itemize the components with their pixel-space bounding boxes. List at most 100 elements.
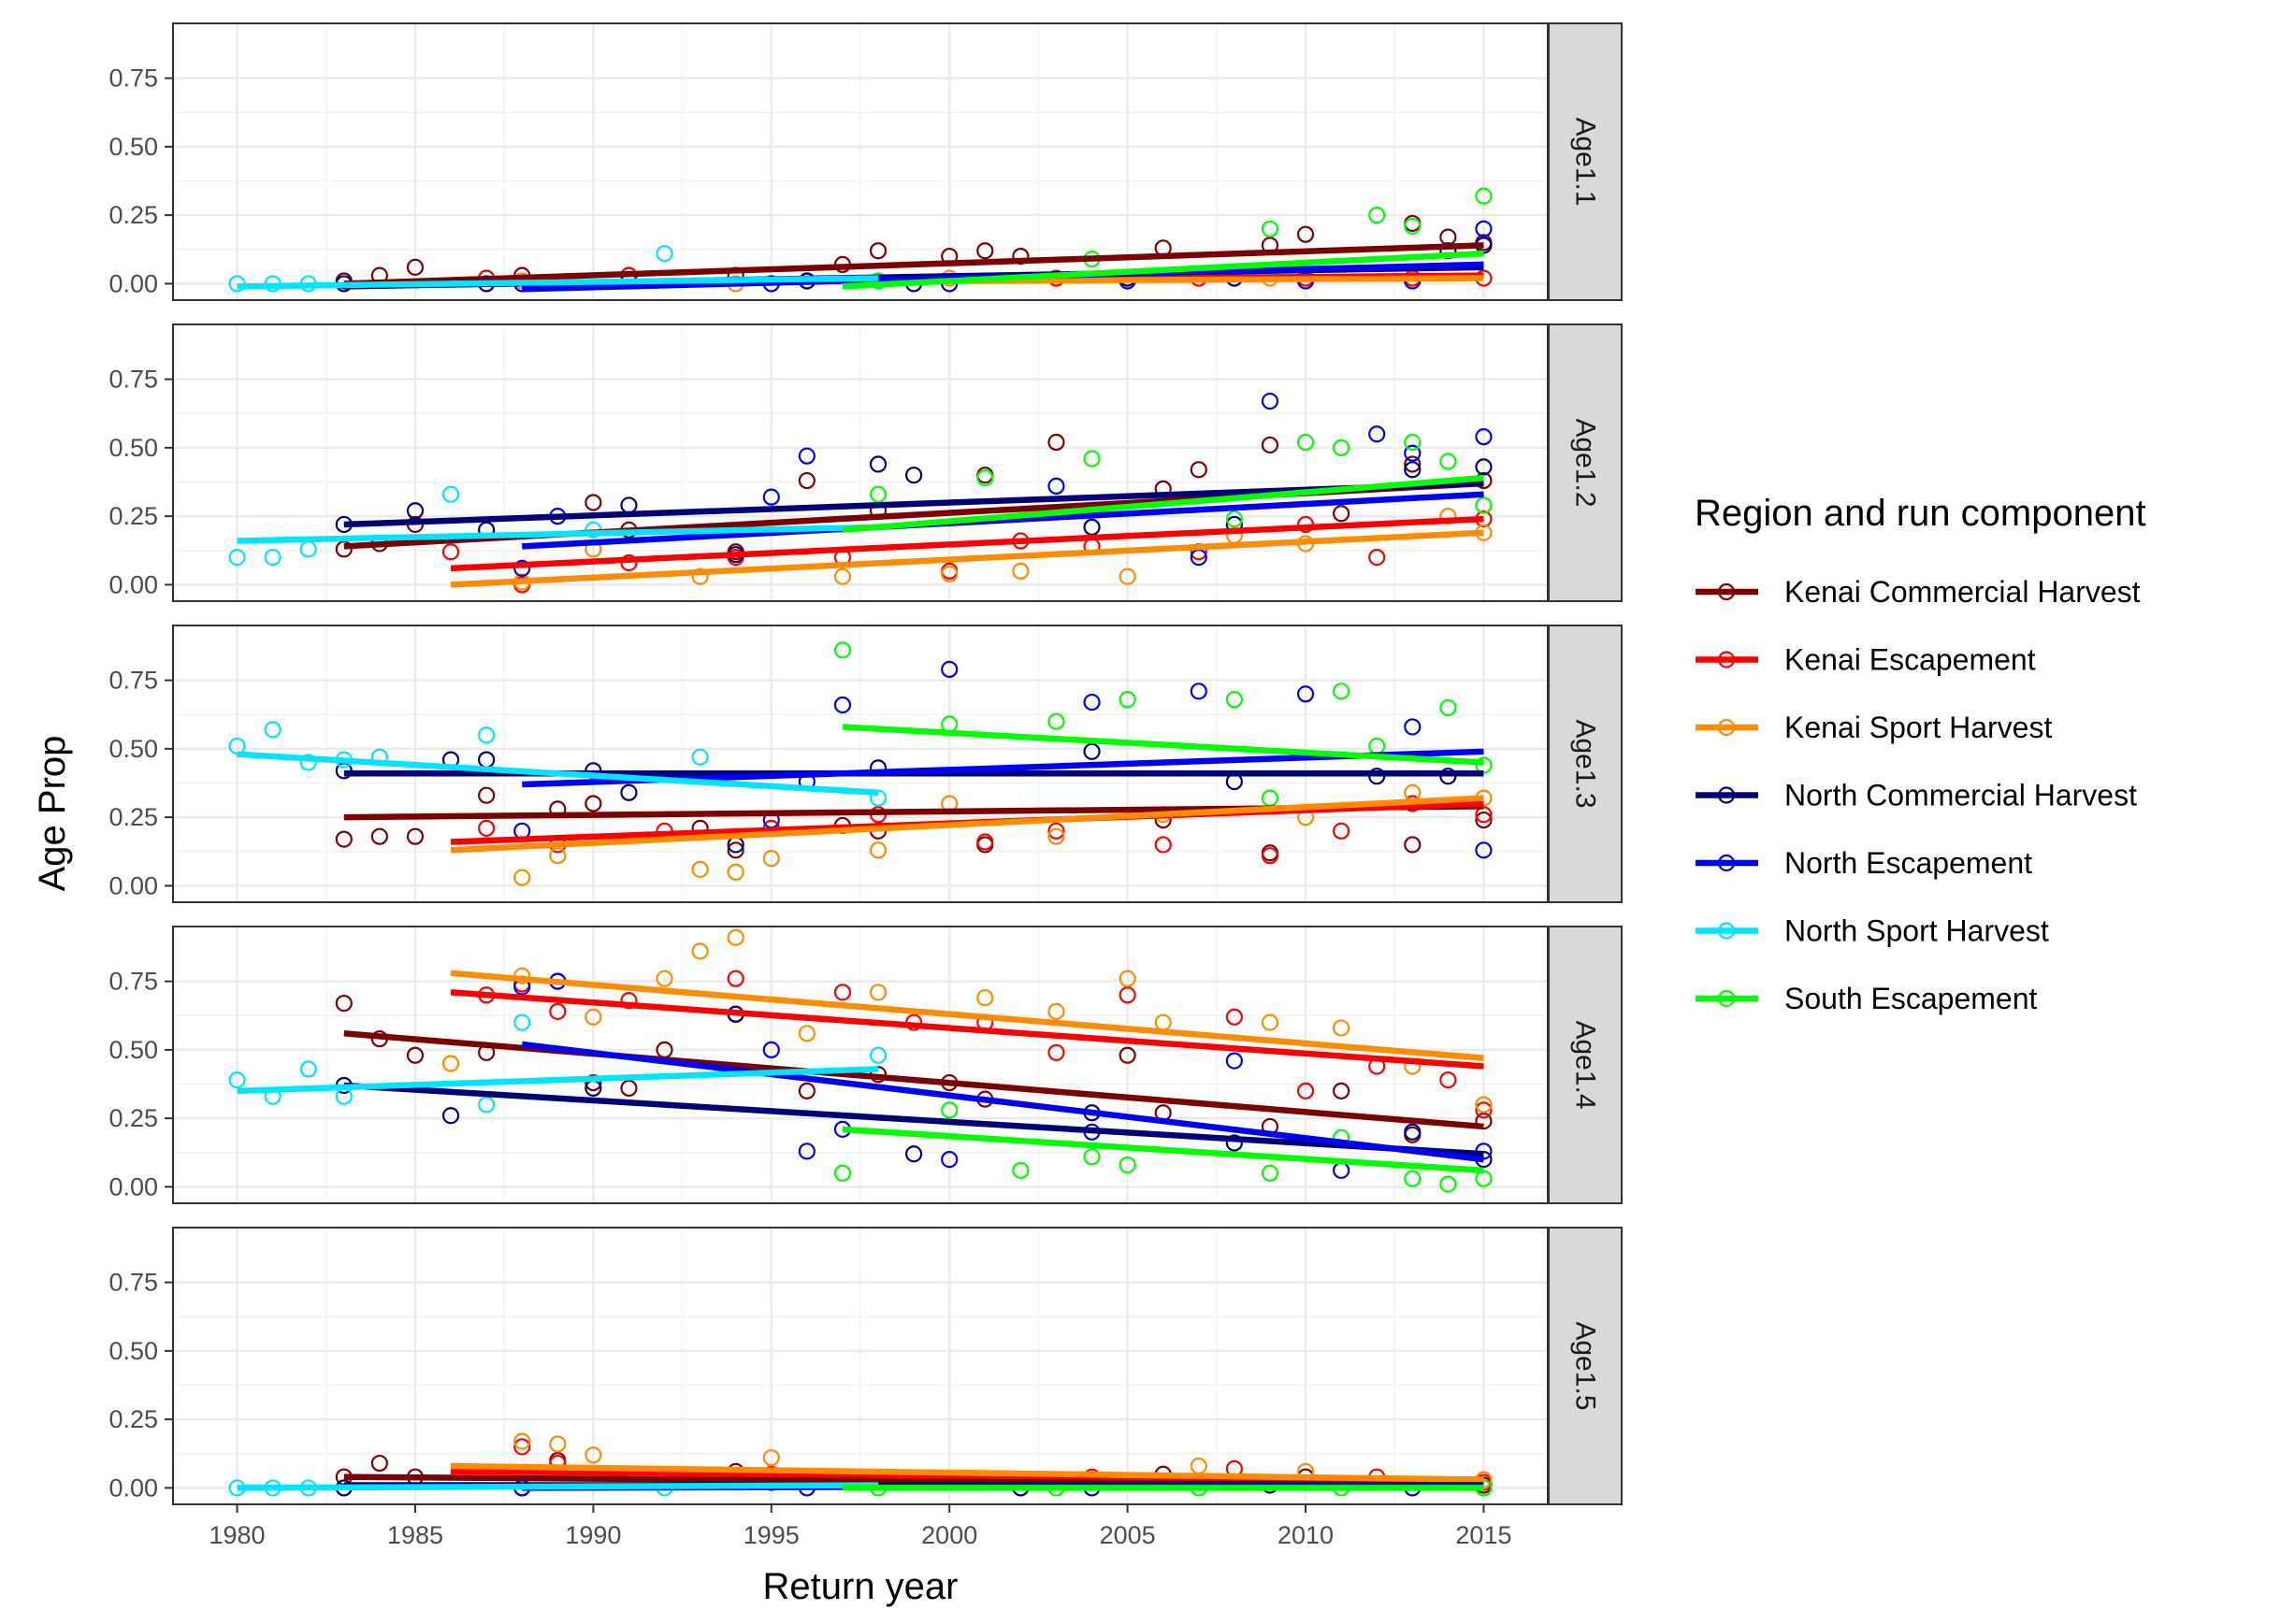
data-point <box>1333 1082 1350 1099</box>
data-point <box>1333 438 1350 456</box>
y-axis-title: Age Prop <box>32 736 73 892</box>
data-point <box>228 737 246 755</box>
y-tick-label: 0.25 <box>108 803 158 831</box>
facet-panel: 0.00 0.25 0.50 0.75 Age1.3 <box>108 625 1623 903</box>
legend-key-point <box>1717 989 1736 1008</box>
data-point <box>335 830 353 848</box>
facet-strip-label: Age1.4 <box>1570 1020 1601 1109</box>
facet-panel: 0.00 0.25 0.50 0.75 Age1.5 <box>108 1227 1623 1505</box>
facet-strip-label: Age1.2 <box>1570 418 1601 507</box>
data-point <box>1083 1148 1101 1166</box>
data-point <box>656 245 673 263</box>
data-point <box>1261 220 1279 237</box>
data-point <box>1296 433 1315 452</box>
data-point <box>441 543 460 561</box>
data-point <box>1154 836 1172 854</box>
data-point <box>976 469 994 487</box>
data-point <box>941 1101 959 1119</box>
data-point <box>656 970 673 987</box>
data-point <box>869 984 888 1001</box>
trend-line <box>343 480 1484 528</box>
data-point <box>299 754 317 771</box>
data-point <box>585 1008 602 1026</box>
trend-line <box>237 524 879 544</box>
data-point <box>585 795 602 812</box>
data-point <box>1404 455 1422 473</box>
data-point <box>1475 496 1493 514</box>
data-point <box>1261 1013 1279 1031</box>
legend-label: Kenai Sport Harvest <box>1784 711 2052 744</box>
data-point <box>869 1046 888 1064</box>
y-tick-label: 0.50 <box>108 434 158 462</box>
data-point <box>1439 1175 1457 1193</box>
data-point <box>1439 698 1457 717</box>
data-point <box>549 1435 567 1453</box>
legend-label: North Escapement <box>1784 846 2032 880</box>
data-point <box>727 970 744 987</box>
y-tick-label: 0.75 <box>108 968 158 996</box>
data-point <box>1047 433 1065 452</box>
y-tick-label: 0.00 <box>108 269 158 297</box>
data-point <box>1475 1101 1493 1119</box>
legend-label: North Commercial Harvest <box>1784 779 2137 812</box>
x-tick-label: 1985 <box>387 1521 443 1549</box>
data-point <box>1368 425 1386 443</box>
trend-line <box>842 724 1484 766</box>
data-point <box>1047 477 1065 496</box>
legend-item: North Sport Harvest <box>1696 914 2049 948</box>
facet-panel: 0.00 0.25 0.50 0.75 Age1.1 <box>108 22 1623 301</box>
data-point <box>1296 1082 1315 1099</box>
y-tick-label: 0.50 <box>108 1337 158 1365</box>
legend-item: Kenai Escapement <box>1696 643 2036 677</box>
data-point <box>1261 847 1279 865</box>
data-point <box>1012 562 1030 580</box>
data-point <box>1047 822 1065 840</box>
data-point <box>1404 433 1422 452</box>
data-point <box>1333 505 1350 523</box>
facet-strip <box>1548 625 1623 903</box>
x-axis-title: Return year <box>763 1566 959 1607</box>
data-point <box>1368 207 1386 224</box>
data-point <box>1404 1170 1422 1187</box>
facet-strip-label: Age1.5 <box>1570 1321 1601 1410</box>
data-point <box>833 568 852 585</box>
data-point <box>1475 220 1493 237</box>
y-tick-label: 0.75 <box>108 1269 158 1297</box>
x-tick-label: 2015 <box>1455 1521 1511 1549</box>
data-point <box>976 242 994 260</box>
data-point <box>513 1013 531 1031</box>
data-point <box>1190 461 1207 479</box>
y-tick-label: 0.00 <box>108 1172 158 1200</box>
data-point <box>1404 836 1422 854</box>
data-point <box>264 549 281 567</box>
data-point <box>585 494 602 511</box>
y-tick-label: 0.00 <box>108 570 158 598</box>
legend-key-point <box>1717 582 1736 601</box>
data-point <box>691 942 709 960</box>
data-point <box>1119 568 1136 585</box>
legend-item: South Escapement <box>1696 982 2038 1015</box>
legend-label: Kenai Commercial Harvest <box>1784 575 2141 609</box>
data-point <box>1119 986 1136 1004</box>
trend-line <box>237 275 879 290</box>
data-point <box>1261 1164 1279 1182</box>
trend-line <box>450 795 1484 854</box>
data-point <box>406 827 425 845</box>
trend-line <box>237 751 879 797</box>
data-point <box>478 726 496 744</box>
data-point <box>1225 1052 1243 1070</box>
y-tick-label: 0.50 <box>108 133 158 161</box>
data-point <box>478 786 496 804</box>
data-point <box>941 660 959 678</box>
trend-line <box>343 1082 1484 1157</box>
data-point <box>478 819 496 837</box>
legend-key-point <box>1717 786 1736 804</box>
legend-key-point <box>1717 854 1736 872</box>
data-point <box>1047 712 1065 730</box>
trend-line <box>842 1126 1484 1174</box>
legend-title: Region and run component <box>1695 493 2146 534</box>
data-point <box>1119 691 1136 709</box>
facet-strip-label: Age1.1 <box>1570 117 1601 206</box>
data-point <box>1083 693 1101 711</box>
